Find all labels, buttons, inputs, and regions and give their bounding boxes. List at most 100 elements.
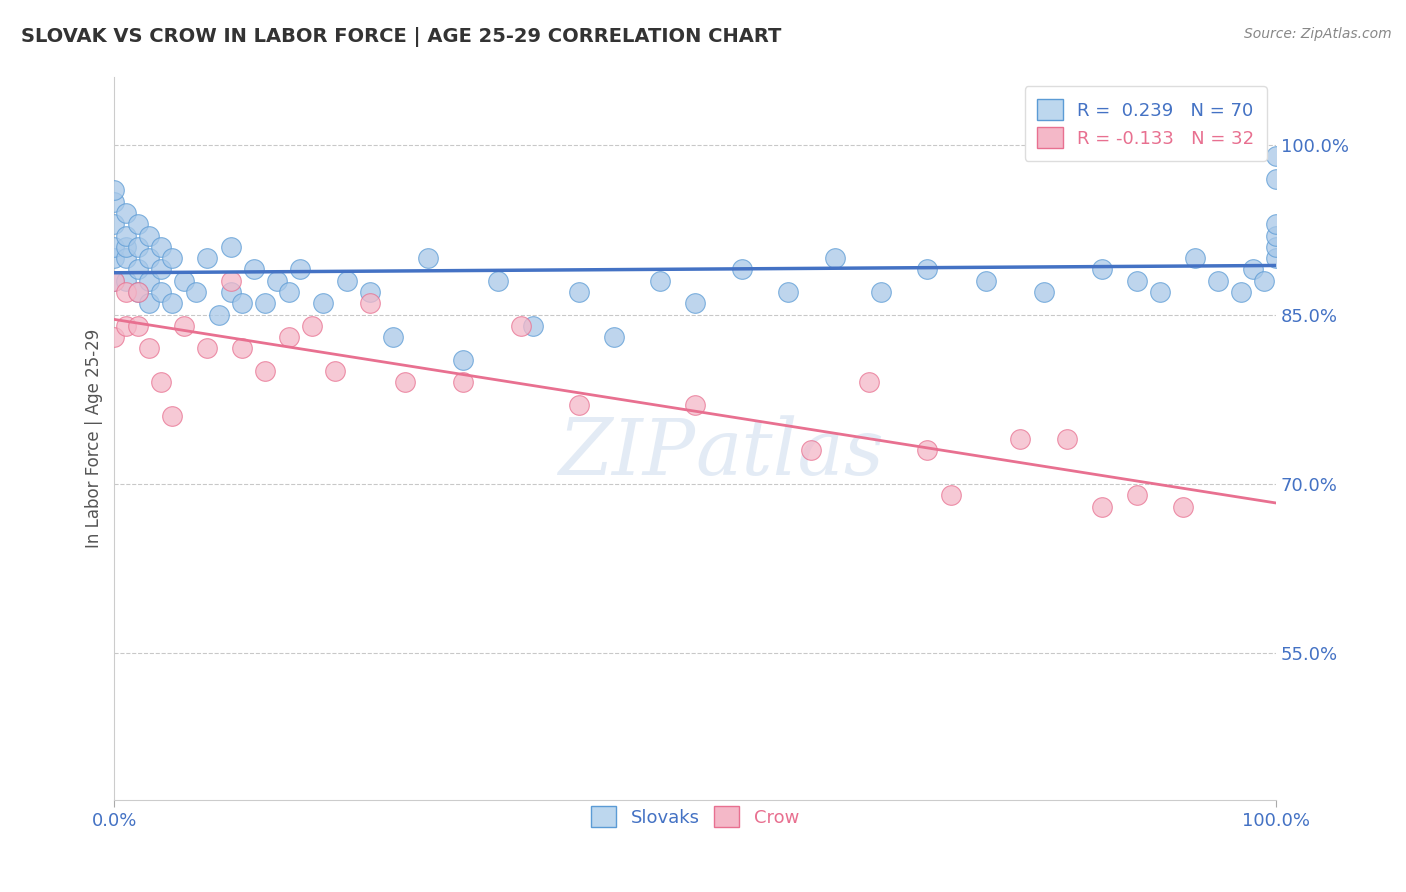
Point [195,342,218,356]
Point [568,398,591,412]
Point [1265,240,1288,254]
Point [336,274,359,288]
Point [277,330,299,344]
Point [568,285,591,299]
Point [917,262,939,277]
Point [219,240,242,254]
Text: ZIP: ZIP [558,415,695,491]
Point [858,376,880,390]
Point [173,318,195,333]
Point [115,285,138,299]
Point [1032,285,1054,299]
Point [254,296,277,310]
Point [127,318,149,333]
Point [1010,432,1032,446]
Point [603,330,626,344]
Point [1125,488,1147,502]
Point [650,274,672,288]
Point [138,296,160,310]
Point [103,194,125,209]
Point [103,240,125,254]
Point [149,376,172,390]
Point [683,398,706,412]
Point [1171,500,1194,514]
Point [800,443,823,458]
Point [115,274,138,288]
Point [103,330,125,344]
Legend: Slovaks, Crow: Slovaks, Crow [583,799,807,835]
Text: SLOVAK VS CROW IN LABOR FORCE | AGE 25-29 CORRELATION CHART: SLOVAK VS CROW IN LABOR FORCE | AGE 25-2… [21,27,782,46]
Point [219,274,242,288]
Point [231,342,253,356]
Point [138,251,160,265]
Point [127,217,149,231]
Point [149,285,172,299]
Point [162,409,184,424]
Point [115,318,138,333]
Point [1125,274,1147,288]
Point [394,376,416,390]
Point [103,274,125,288]
Point [359,285,381,299]
Point [290,262,312,277]
Point [917,443,939,458]
Point [184,285,207,299]
Point [870,285,893,299]
Point [416,251,439,265]
Point [522,318,544,333]
Point [778,285,800,299]
Point [1265,251,1288,265]
Point [1056,432,1078,446]
Point [939,488,962,502]
Point [510,318,533,333]
Point [127,285,149,299]
Point [1241,262,1264,277]
Point [683,296,706,310]
Point [1265,149,1288,163]
Point [323,364,346,378]
Point [103,217,125,231]
Point [103,183,125,197]
Point [138,274,160,288]
Point [149,262,172,277]
Point [162,296,184,310]
Point [127,262,149,277]
Point [1230,285,1253,299]
Point [138,228,160,243]
Point [486,274,509,288]
Point [173,274,195,288]
Point [115,240,138,254]
Point [115,251,138,265]
Point [1091,500,1114,514]
Point [138,342,160,356]
Point [451,352,474,367]
Point [231,296,253,310]
Point [127,285,149,299]
Point [103,274,125,288]
Point [1184,251,1206,265]
Point [312,296,335,310]
Point [382,330,405,344]
Point [1206,274,1229,288]
Point [149,240,172,254]
Point [824,251,846,265]
Point [266,274,288,288]
Point [127,240,149,254]
Point [1253,274,1275,288]
Point [208,308,231,322]
Point [1265,217,1288,231]
Point [103,251,125,265]
Point [301,318,323,333]
Point [195,251,218,265]
Point [451,376,474,390]
Text: Source: ZipAtlas.com: Source: ZipAtlas.com [1244,27,1392,41]
Y-axis label: In Labor Force | Age 25-29: In Labor Force | Age 25-29 [86,329,103,549]
Point [359,296,381,310]
Text: atlas: atlas [695,415,884,491]
Point [254,364,277,378]
Point [730,262,752,277]
Point [1149,285,1171,299]
Point [277,285,299,299]
Point [219,285,242,299]
Point [243,262,266,277]
